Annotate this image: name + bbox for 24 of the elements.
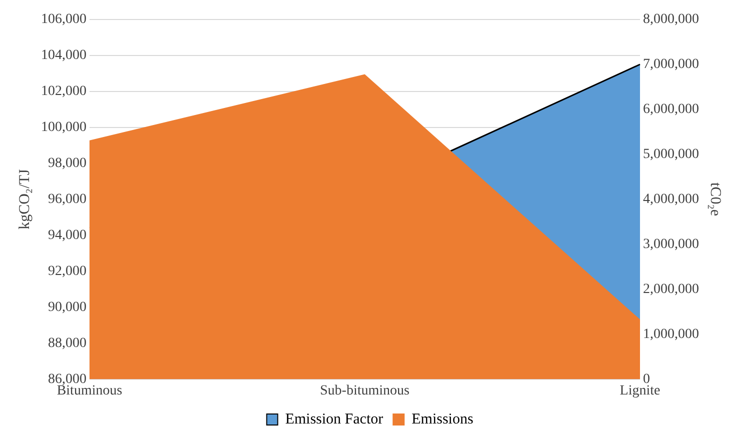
y2-tick-label: 6,000,000 (643, 102, 699, 118)
y-tick-label: 92,000 (48, 264, 86, 279)
y-tick-label: 96,000 (48, 192, 86, 207)
y-tick-label: 98,000 (48, 156, 86, 171)
y-tick-label: 106,000 (41, 12, 86, 28)
y2-tick-label: 2,000,000 (643, 282, 699, 297)
x-tick-label: Sub-bituminous (320, 383, 410, 398)
y2-tick-label: 4,000,000 (643, 192, 699, 207)
y-tick-label: 88,000 (48, 336, 86, 351)
y-tick-label: 102,000 (41, 84, 86, 100)
y2-tick-label: 8,000,000 (643, 12, 699, 28)
y2-axis-title: tC0₂e (707, 182, 724, 216)
legend-label: Emission Factor (285, 411, 384, 428)
y2-tick-label: 7,000,000 (643, 57, 699, 72)
legend-label: Emissions (412, 411, 474, 428)
x-tick-label: Bituminous (56, 383, 122, 398)
y-tick-label: 104,000 (41, 48, 86, 64)
y2-tick-label: 3,000,000 (643, 236, 699, 252)
y2-tick-label: 5,000,000 (643, 146, 699, 162)
y-axis-title: kgCO₂/TJ (16, 169, 33, 230)
y-tick-label: 94,000 (48, 228, 86, 243)
y-tick-label: 100,000 (41, 120, 86, 136)
y-tick-label: 90,000 (48, 300, 86, 315)
y2-tick-label: 1,000,000 (643, 326, 699, 342)
